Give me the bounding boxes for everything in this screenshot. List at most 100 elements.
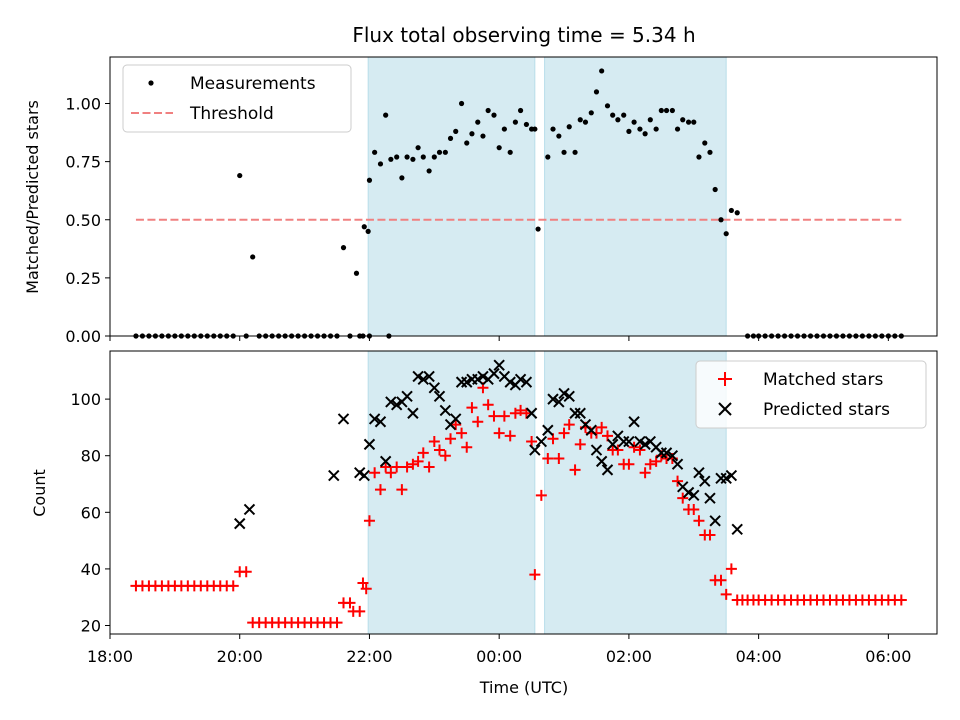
predicted-star-point (493, 359, 505, 371)
predicted-star-point (337, 413, 350, 425)
bottom-x-ticks: 18:00 20:00 22:00 00:00 02:00 04:00 06:00 (87, 634, 911, 666)
predicted-star-point (715, 472, 727, 485)
measurement-point (712, 186, 718, 193)
measurement-point (637, 126, 643, 132)
predicted-star-point (428, 382, 441, 394)
top-y-ticks: 0.00 0.25 0.50 0.75 1.00 (65, 95, 110, 346)
legend-measurements-marker (148, 80, 154, 86)
legend-matched-label: Matched stars (763, 370, 883, 390)
measurement-point (696, 154, 702, 160)
measurement-point (415, 145, 421, 151)
predicted-star-point (542, 424, 554, 436)
predicted-star-point (358, 469, 370, 482)
measurement-point (431, 154, 437, 160)
matched-star-point (456, 427, 468, 439)
measurement-point (420, 154, 426, 160)
measurement-point (734, 210, 740, 216)
predicted-star-point (704, 492, 716, 504)
observing-window-1 (367, 350, 536, 635)
matched-star-point (639, 467, 651, 479)
matched-star-point (553, 453, 565, 465)
predicted-star-point (407, 407, 419, 419)
count-panel: 20 40 60 80 100 18:00 20:00 22:00 00:00 02:00 04:… (30, 350, 938, 697)
top-y-tick-label: 0.00 (65, 327, 101, 346)
predicted-star-point (529, 444, 541, 456)
bottom-y-axis-label: Count (30, 469, 49, 517)
chart-title: Flux total observing time = 5.34 h (352, 23, 695, 47)
matched-star-point (672, 475, 684, 487)
measurement-point (237, 172, 243, 179)
measurement-point (501, 126, 507, 132)
measurement-point (707, 149, 713, 155)
predicted-star-point (666, 450, 679, 462)
predicted-star-point (595, 455, 608, 468)
matched-star-point (363, 515, 375, 527)
measurement-point (545, 154, 551, 160)
predicted-star-point (520, 376, 533, 388)
bottom-y-tick-label: 80 (81, 447, 101, 466)
predicted-star-point (709, 515, 721, 527)
measurement-point (593, 89, 600, 95)
measurement-point (436, 149, 443, 155)
predicted-star-point (417, 373, 429, 386)
predicted-star-point (590, 444, 603, 456)
matched-star-point (644, 458, 656, 470)
matched-star-point (428, 436, 440, 448)
top-axes-frame (109, 56, 938, 337)
matched-star-point (477, 382, 489, 394)
x-tick-label: 06:00 (865, 647, 911, 666)
measurement-point (365, 228, 371, 234)
matched-star-point (417, 447, 429, 459)
predicted-star-point (525, 407, 538, 419)
measurement-point (561, 149, 567, 155)
matched-star-point (596, 421, 608, 433)
matched-star-point (628, 441, 640, 453)
matched-star-point (520, 407, 532, 419)
measurement-point (691, 119, 697, 125)
measurement-point (577, 117, 583, 123)
matched-star-point (396, 484, 408, 496)
top-x-ticks (109, 336, 889, 341)
measurement-point (723, 231, 729, 237)
matched-star-point (482, 399, 494, 411)
bottom-legend: Matched stars Predicted stars (695, 360, 927, 429)
matched-star-point (515, 404, 527, 416)
predicted-star-point (455, 376, 468, 388)
measurement-point (507, 149, 513, 155)
measurement-point (404, 154, 410, 160)
measurement-point (631, 119, 637, 125)
measurement-point (517, 107, 524, 114)
matched-star-point (331, 617, 343, 629)
predicted-star-point (243, 503, 256, 516)
measurement-point (340, 245, 347, 251)
measurement-point (523, 121, 530, 128)
predicted-star-point (547, 393, 559, 405)
measurement-point (383, 112, 389, 118)
predicted-star-point (601, 464, 614, 476)
matched-star-point (650, 455, 662, 467)
matched-star-point (612, 444, 624, 456)
legend-measurements-label: Measurements (190, 74, 316, 94)
predicted-star-point (699, 475, 711, 487)
observing-windows (367, 56, 727, 337)
matched-star-point (688, 503, 700, 515)
measurement-point (250, 254, 256, 260)
matched-star-point (720, 588, 732, 600)
matched-star-point (450, 419, 462, 431)
predicted-star-point (363, 438, 376, 451)
matched-star-point (412, 455, 424, 467)
x-axis-label: Time (UTC) (479, 678, 568, 697)
matched-star-point (542, 453, 554, 465)
measurement-point (566, 124, 572, 130)
matched-star-point (601, 430, 613, 442)
matched-star-point (547, 433, 559, 445)
predicted-star-point (618, 435, 630, 448)
predicted-star-point (606, 438, 619, 451)
predicted-star-point (450, 413, 462, 425)
x-tick-label: 20:00 (217, 647, 263, 666)
measurement-point (582, 119, 589, 125)
predicted-star-point (553, 396, 565, 408)
predicted-star-point (671, 458, 684, 470)
legend-predicted-label: Predicted stars (763, 400, 890, 420)
